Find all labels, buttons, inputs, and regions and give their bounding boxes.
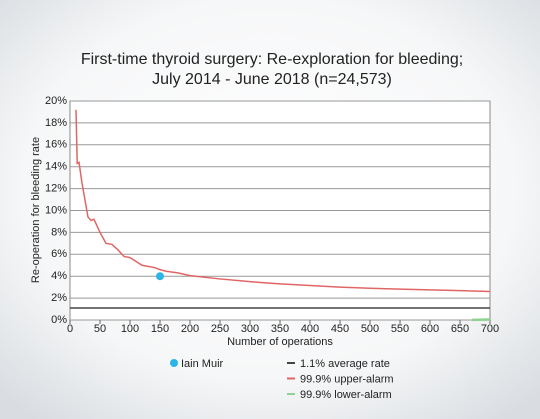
y-tick-label: 14% — [45, 161, 67, 173]
y-tick-label: 4% — [51, 270, 67, 282]
x-tick-label: 450 — [331, 323, 349, 335]
y-tick-label: 10% — [45, 204, 67, 216]
legend-label: 1.1% average rate — [300, 358, 390, 370]
y-axis-label: Re-operation for bleeding rate — [30, 137, 42, 283]
x-tick-label: 300 — [241, 323, 259, 335]
series-line — [75, 109, 491, 293]
x-tick-label: 150 — [151, 323, 169, 335]
x-tick-label: 250 — [211, 323, 229, 335]
legend-label: Iain Muir — [181, 358, 224, 370]
x-tick-label: 500 — [361, 323, 379, 335]
x-tick-label: 400 — [301, 323, 319, 335]
y-tick-label: 0% — [51, 314, 67, 326]
legend-marker — [170, 359, 178, 367]
y-tick-label: 2% — [51, 292, 67, 304]
y-tick-label: 8% — [51, 226, 67, 238]
x-axis-label: Number of operations — [227, 336, 333, 348]
y-tick-label: 6% — [51, 248, 67, 260]
legend-label: 99.9% upper-alarm — [300, 373, 394, 385]
legend-label: 99.9% lower-alarm — [300, 389, 392, 401]
x-tick-label: 0 — [67, 323, 73, 335]
x-tick-label: 50 — [94, 323, 106, 335]
x-tick-label: 700 — [481, 323, 499, 335]
y-tick-label: 12% — [45, 183, 67, 195]
y-tick-label: 16% — [45, 139, 67, 151]
data-point — [156, 272, 164, 281]
y-tick-label: 18% — [45, 117, 67, 129]
x-tick-label: 350 — [271, 323, 289, 335]
x-tick-label: 650 — [451, 323, 469, 335]
x-tick-label: 100 — [121, 323, 139, 335]
chart-subtitle: July 2014 - June 2018 (n=24,573) — [152, 71, 392, 88]
x-tick-label: 200 — [181, 323, 199, 335]
x-tick-label: 600 — [421, 323, 439, 335]
y-tick-label: 20% — [45, 95, 67, 107]
chart-title: First-time thyroid surgery: Re-explorati… — [81, 51, 463, 68]
x-tick-label: 550 — [391, 323, 409, 335]
